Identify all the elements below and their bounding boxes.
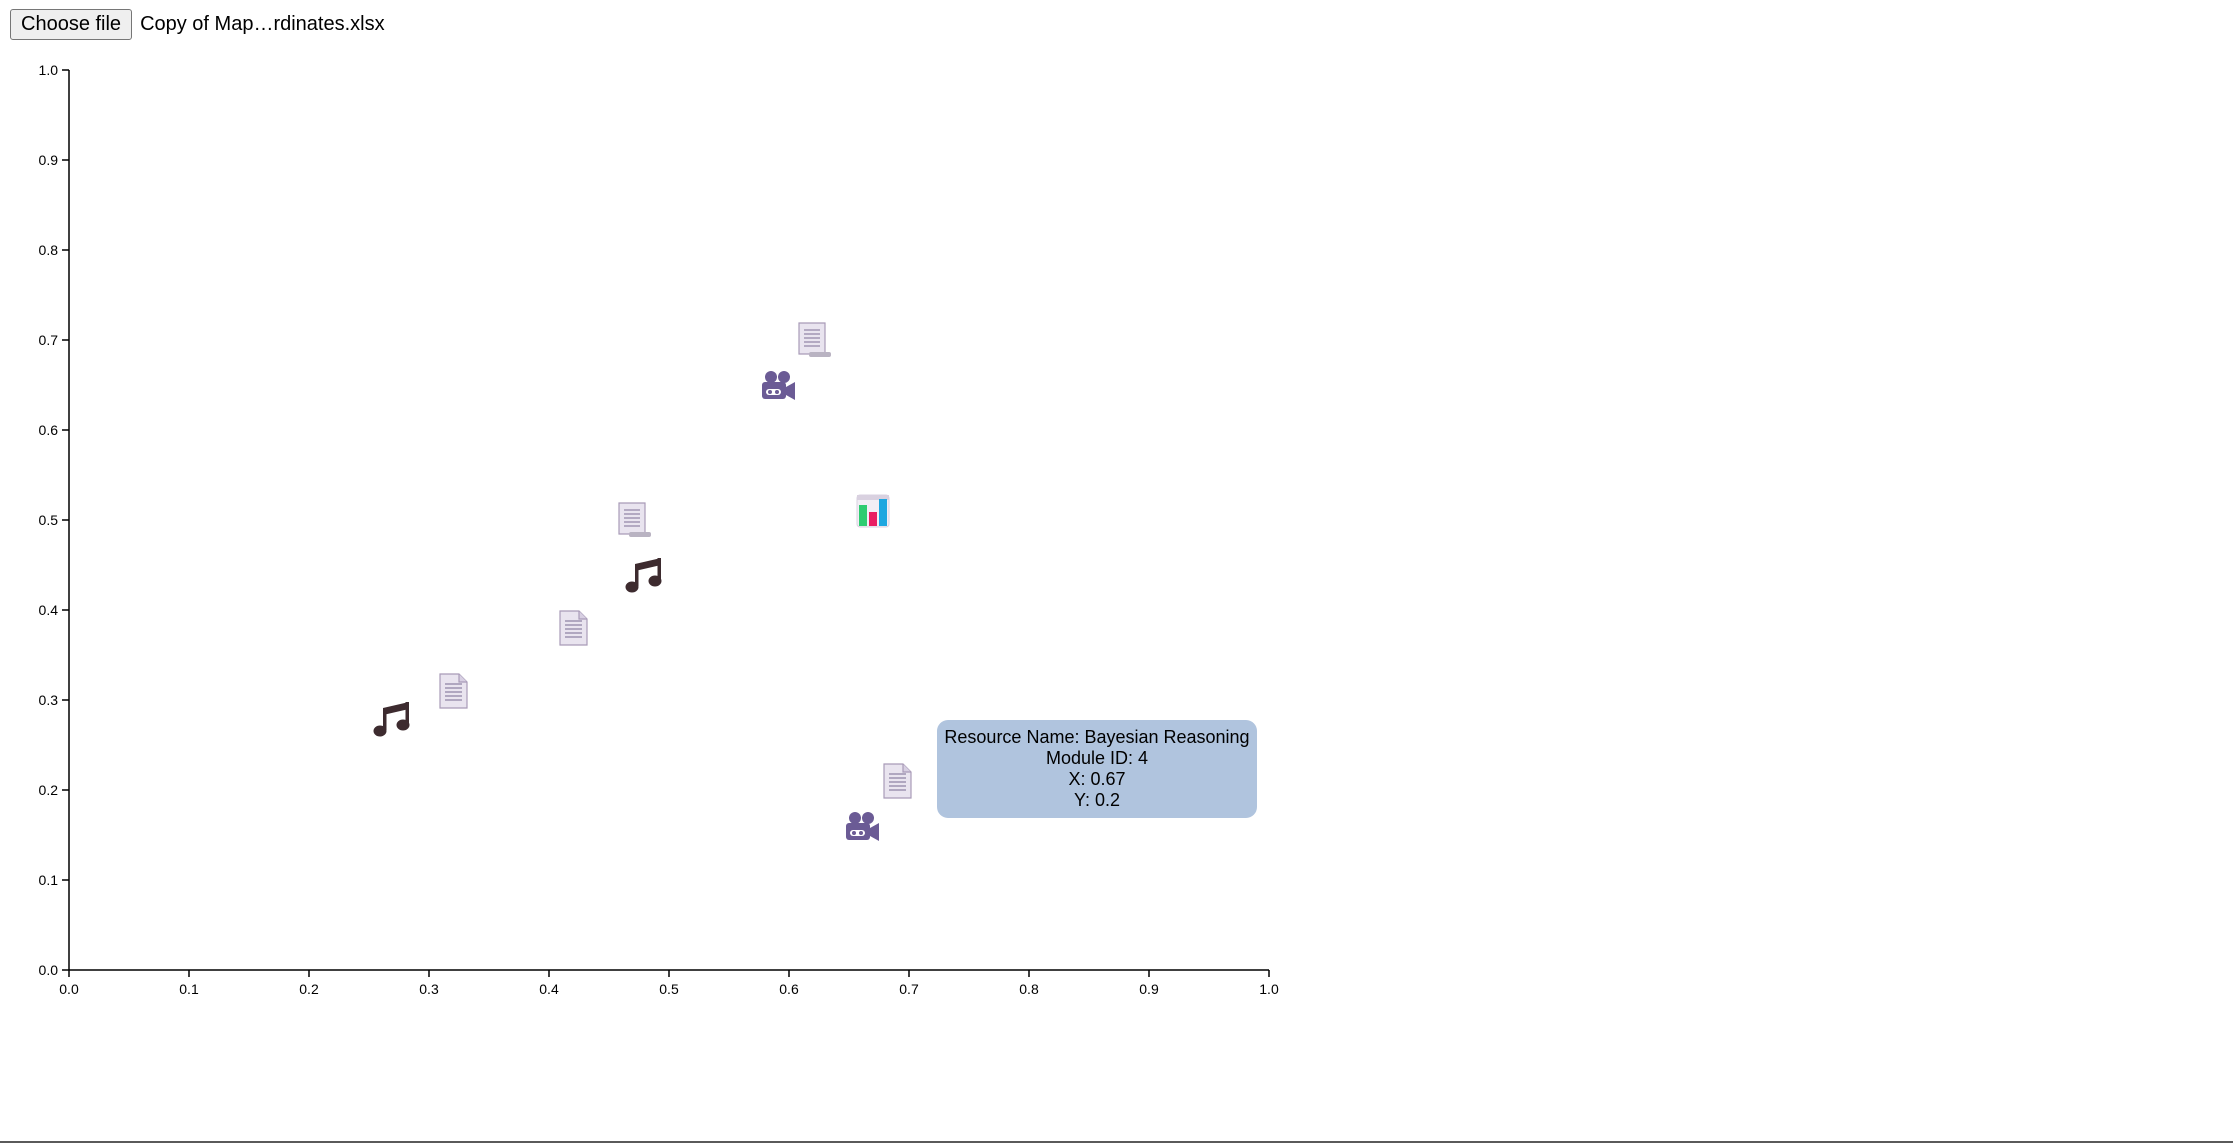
x-tick-label: 0.4 [539, 981, 559, 997]
x-tick-label: 1.0 [1259, 981, 1279, 997]
chart-marks [373, 322, 912, 841]
y-tick-label: 0.4 [39, 602, 59, 618]
y-tick-label: 0.5 [39, 512, 59, 528]
y-tick-label: 0.1 [39, 872, 59, 888]
tooltip-y-value: Y: 0.2 [1073, 790, 1121, 810]
script-icon[interactable] [618, 502, 651, 537]
music-note-icon[interactable] [373, 702, 410, 737]
y-tick-label: 0.7 [39, 332, 59, 348]
x-tick-label: 0.9 [1139, 981, 1159, 997]
tooltip-resource-name: Resource Name: Bayesian Reasoning [944, 727, 1250, 747]
x-tick-label: 0.1 [179, 981, 199, 997]
y-tick-label: 1.0 [39, 62, 59, 78]
y-tick-label: 0.6 [39, 422, 59, 438]
video-camera-icon[interactable] [846, 812, 879, 841]
resource-tooltip: Resource Name: Bayesian Reasoning Module… [937, 720, 1257, 818]
bar-chart-icon[interactable] [856, 494, 890, 528]
y-tick-label: 0.9 [39, 152, 59, 168]
tooltip-x-value: X: 0.67 [1068, 769, 1126, 789]
music-note-icon[interactable] [625, 558, 662, 593]
script-icon[interactable] [798, 322, 831, 357]
document-icon[interactable] [883, 763, 912, 799]
file-input-row: Choose file Copy of Map…rdinates.xlsx [10, 9, 385, 40]
y-tick-label: 0.3 [39, 692, 59, 708]
x-tick-label: 0.8 [1019, 981, 1039, 997]
window-bottom-border [0, 1141, 2233, 1143]
x-tick-label: 0.6 [779, 981, 799, 997]
y-tick-label: 0.2 [39, 782, 59, 798]
selected-file-name: Copy of Map…rdinates.xlsx [140, 13, 385, 35]
x-tick-label: 0.0 [59, 981, 79, 997]
chart-axes: 0.0 0.1 0.2 0.3 0.4 0.5 0.6 0.7 0.8 0.9 1.0 0.0 0.1 0… [39, 62, 1279, 997]
choose-file-button[interactable]: Choose file [10, 9, 133, 40]
x-tick-label: 0.2 [299, 981, 319, 997]
document-icon[interactable] [559, 610, 588, 646]
x-tick-label: 0.5 [659, 981, 679, 997]
tooltip-module-id: Module ID: 4 [1045, 748, 1149, 768]
video-camera-icon[interactable] [762, 371, 795, 400]
x-tick-label: 0.7 [899, 981, 919, 997]
y-tick-label: 0.8 [39, 242, 59, 258]
x-tick-label: 0.3 [419, 981, 439, 997]
document-icon[interactable] [439, 673, 468, 709]
y-tick-label: 0.0 [39, 962, 59, 978]
